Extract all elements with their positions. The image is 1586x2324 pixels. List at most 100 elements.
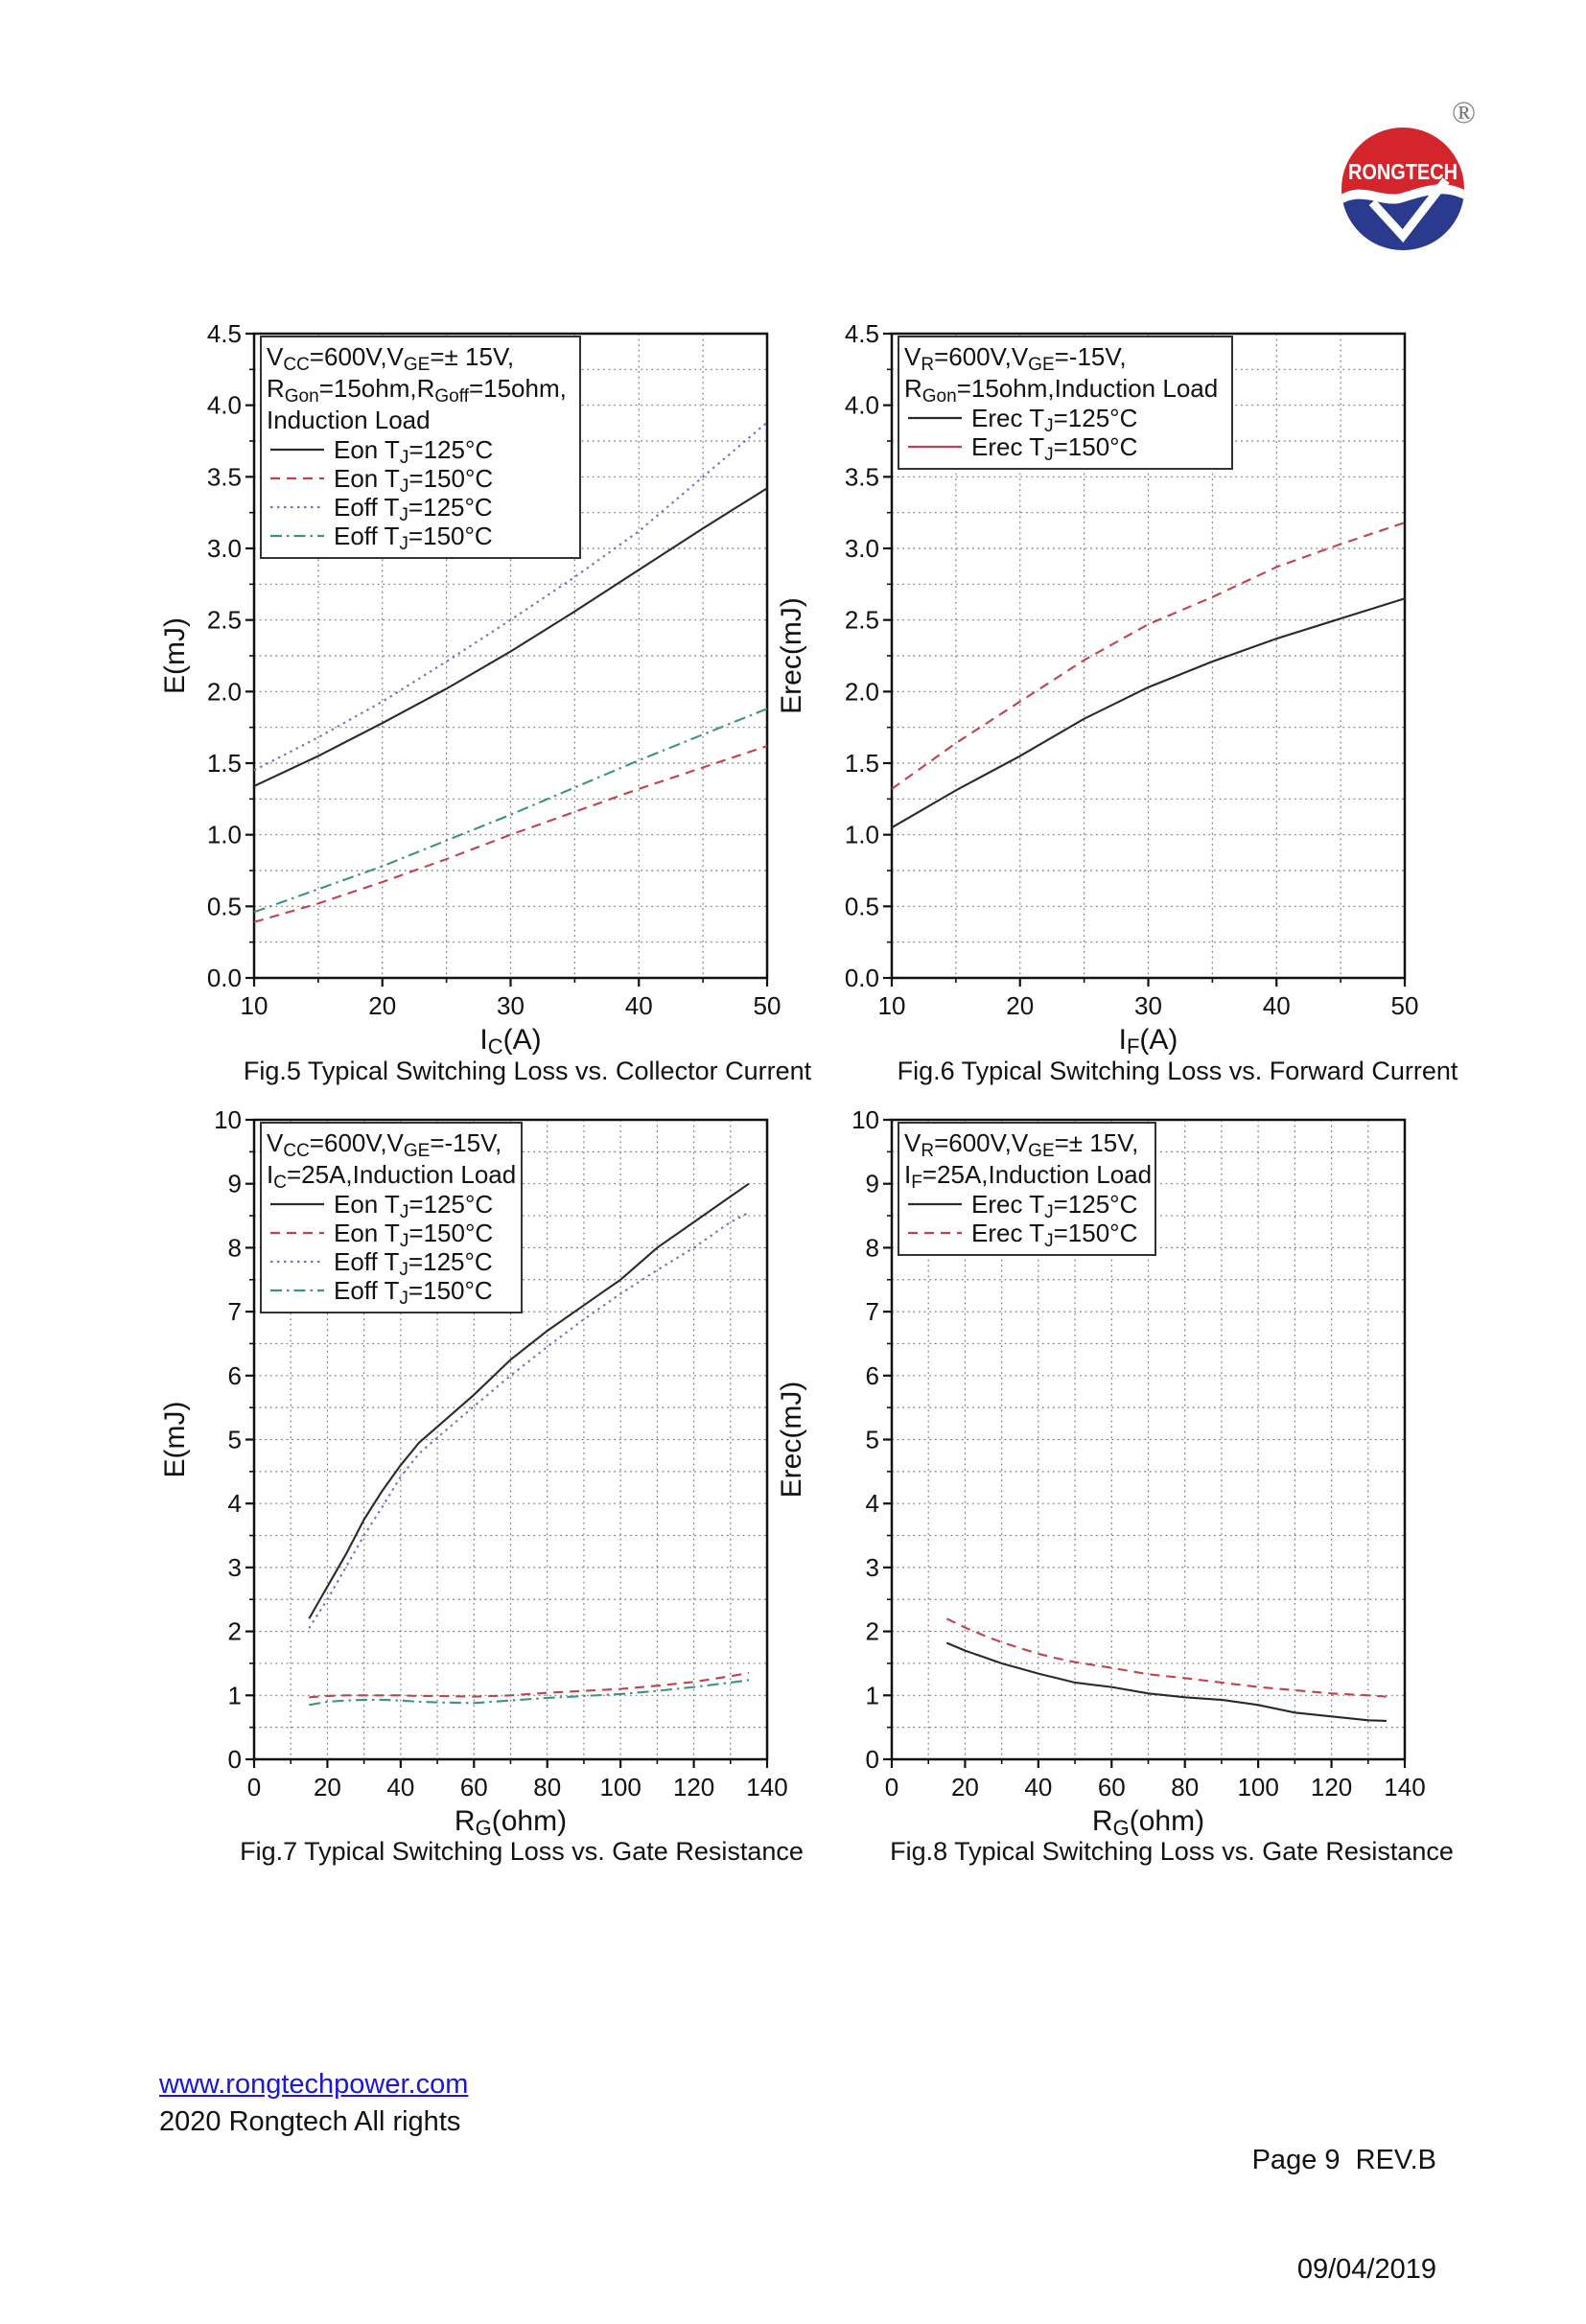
logo-v-shape [1341,194,1464,250]
svg-text:4: 4 [866,1489,879,1518]
datasheet-page: { "logo": { "name": "RONGTECH", "registe… [159,96,1504,2285]
svg-text:IF(A): IF(A) [1119,1024,1178,1057]
svg-text:5: 5 [866,1426,879,1454]
svg-text:IF=25A,Induction Load: IF=25A,Induction Load [904,1160,1152,1193]
website-link[interactable]: www.rongtechpower.com [159,2069,469,2100]
svg-text:Eon TJ=125°C: Eon TJ=125°C [334,435,493,468]
svg-text:0: 0 [885,1773,898,1801]
svg-text:80: 80 [1171,1773,1199,1801]
svg-text:20: 20 [368,991,396,1020]
svg-text:Eoff TJ=125°C: Eoff TJ=125°C [334,493,493,525]
svg-text:3.0: 3.0 [845,534,879,563]
svg-text:6: 6 [228,1361,242,1390]
fig8-caption: Fig.8 Typical Switching Loss vs. Gate Re… [890,1837,1454,1866]
svg-text:7: 7 [866,1297,879,1326]
svg-text:40: 40 [1024,1773,1052,1801]
svg-text:120: 120 [1311,1773,1352,1801]
svg-text:6: 6 [866,1361,879,1390]
page-number: Page 9 REV.B [1251,2145,1436,2175]
svg-text:20: 20 [314,1773,341,1801]
logo-check-stroke [1368,177,1450,243]
fig6-caption: Fig.6 Typical Switching Loss vs. Forward… [897,1057,1458,1085]
fig6-chart-block: 10 20 30 40 50 0.0 0.5 1.0 1.5 2.0 2.5 3.0 3.5 4.0 4.5… [762,307,1434,1057]
svg-text:3: 3 [228,1553,242,1582]
svg-text:10: 10 [878,991,906,1020]
svg-text:120: 120 [673,1773,714,1801]
svg-text:2.0: 2.0 [845,677,879,706]
svg-text:VR=600V,VGE=-15V,: VR=600V,VGE=-15V, [904,342,1127,375]
svg-text:40: 40 [1263,991,1291,1020]
svg-text:1.5: 1.5 [845,749,879,778]
svg-text:2: 2 [228,1617,242,1646]
svg-text:9: 9 [228,1170,242,1198]
svg-text:50: 50 [1391,991,1419,1020]
copyright-text: 2020 Rongtech All rights [159,2106,461,2137]
svg-text:Erec TJ=125°C: Erec TJ=125°C [971,404,1137,436]
svg-text:2.5: 2.5 [845,606,879,635]
svg-text:0.5: 0.5 [845,892,879,920]
svg-text:60: 60 [1098,1773,1126,1801]
footer-right: Page 9 REV.B 09/04/2019 [1252,2069,1436,2324]
svg-text:RG(ohm): RG(ohm) [1092,1805,1204,1840]
svg-text:4: 4 [228,1489,242,1518]
svg-text:Erec(mJ): Erec(mJ) [776,1382,807,1499]
svg-text:0.0: 0.0 [207,964,242,992]
svg-text:IC=25A,Induction Load: IC=25A,Induction Load [267,1160,516,1193]
svg-text:3.5: 3.5 [845,462,879,491]
svg-text:20: 20 [1006,991,1034,1020]
svg-text:80: 80 [533,1773,561,1801]
svg-text:4.0: 4.0 [845,391,879,420]
footer-left: www.rongtechpower.com 2020 Rongtech All … [159,2069,468,2138]
svg-text:Induction Load: Induction Load [267,406,431,434]
svg-text:VR=600V,VGE=± 15V,: VR=600V,VGE=± 15V, [904,1128,1138,1161]
svg-text:100: 100 [1237,1773,1278,1801]
svg-text:140: 140 [746,1773,787,1801]
svg-text:Erec TJ=125°C: Erec TJ=125°C [971,1190,1137,1222]
svg-text:Eon TJ=125°C: Eon TJ=125°C [334,1190,493,1222]
svg-text:E(mJ): E(mJ) [159,1402,191,1478]
svg-text:Eon TJ=150°C: Eon TJ=150°C [334,1219,493,1251]
svg-text:0: 0 [228,1745,242,1774]
svg-text:2.0: 2.0 [207,677,242,706]
svg-text:Eoff TJ=150°C: Eoff TJ=150°C [334,522,493,554]
svg-text:0.0: 0.0 [845,964,879,992]
svg-text:8: 8 [228,1233,242,1262]
svg-text:4.5: 4.5 [207,319,242,348]
svg-text:Erec(mJ): Erec(mJ) [776,597,807,714]
svg-text:3.0: 3.0 [207,534,242,563]
svg-text:4.0: 4.0 [207,391,242,420]
rongtech-logo-graphic: RONGTECH [1341,128,1464,250]
revision-date: 09/04/2019 [1296,2254,1436,2285]
svg-text:1: 1 [228,1681,242,1709]
svg-text:E(mJ): E(mJ) [159,617,191,694]
svg-text:1: 1 [866,1681,879,1709]
svg-text:40: 40 [625,991,653,1020]
svg-text:1.5: 1.5 [207,749,242,778]
svg-text:140: 140 [1384,1773,1425,1801]
svg-text:30: 30 [1134,991,1162,1020]
svg-text:10: 10 [214,1105,242,1134]
svg-text:2.5: 2.5 [207,606,242,635]
svg-text:0: 0 [247,1773,261,1801]
svg-text:7: 7 [228,1297,242,1326]
svg-text:0.5: 0.5 [207,892,242,920]
svg-text:Erec TJ=150°C: Erec TJ=150°C [971,432,1137,465]
fig6-plot: 10 20 30 40 50 0.0 0.5 1.0 1.5 2.0 2.5 3.0 3.5 4.0 4.5… [776,319,1419,1057]
svg-text:RGon=15ohm,Induction Load: RGon=15ohm,Induction Load [904,374,1218,407]
svg-text:30: 30 [497,991,525,1020]
fig7-caption: Fig.7 Typical Switching Loss vs. Gate Re… [240,1837,804,1866]
svg-text:5: 5 [228,1426,242,1454]
svg-text:0: 0 [866,1745,879,1774]
fig5-plot: 10 20 30 40 50 0.0 0.5 1.0 1.5 2.0 2.5 3.0 3.5 4.0 4.5… [159,319,781,1057]
registered-trademark-icon: ® [1452,96,1477,130]
svg-text:VCC=600V,VGE=-15V,: VCC=600V,VGE=-15V, [267,1128,501,1161]
svg-text:1.0: 1.0 [845,821,879,849]
fig7-plot: 0 20 40 60 80 100 120 140 0 1 2 3 4 5 6 7 8 9 10 RG(ohm) E(m… [159,1105,788,1840]
fig5-caption: Fig.5 Typical Switching Loss vs. Collect… [243,1057,812,1085]
svg-text:VCC=600V,VGE=± 15V,: VCC=600V,VGE=± 15V, [267,342,514,375]
svg-text:RG(ohm): RG(ohm) [455,1805,567,1840]
fig8-chart-block: 0 20 40 60 80 100 120 140 0 1 2 3 4 5 6 7 8 9 10 RG(ohm) Ere… [762,1093,1434,1843]
svg-text:40: 40 [386,1773,414,1801]
svg-text:RGon=15ohm,RGoff=15ohm,: RGon=15ohm,RGoff=15ohm, [267,374,567,407]
rongtech-logo: RONGTECH ® [1336,96,1504,268]
